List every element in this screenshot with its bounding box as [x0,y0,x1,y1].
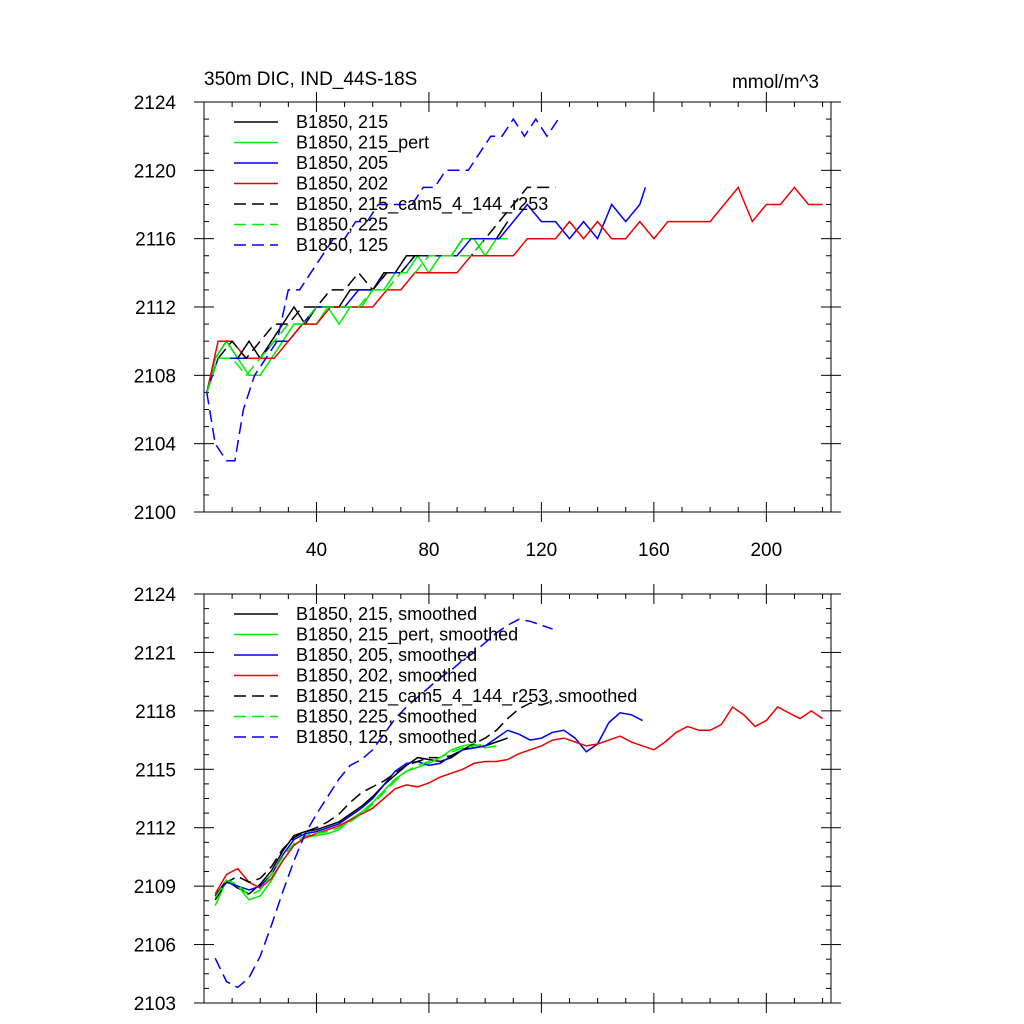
legend-label: B1850, 225, smoothed [296,707,477,727]
legend-label: B1850, 215_cam5_4_144_r253, smoothed [296,686,637,707]
legend-label: B1850, 215, smoothed [296,604,477,624]
chart-title: 350m DIC, IND_44S-18S [204,69,417,90]
y-tick-label: 2100 [134,503,176,524]
legend-label: B1850, 215 [296,112,388,132]
legend-label: B1850, 215_pert [296,133,429,154]
series-line-6 [206,117,559,462]
y-tick-label: 2109 [134,877,176,898]
legend-label: B1850, 215_pert, smoothed [296,625,518,646]
y-tick-label: 2124 [134,93,177,114]
legend-label: B1850, 125, smoothed [296,727,477,747]
series-group [206,117,823,462]
legend-label: B1850, 215_cam5_4_144_r253 [296,194,548,215]
y-tick-label: 2112 [135,819,176,840]
series-line-5 [214,743,486,899]
units-label: mmol/m^3 [732,72,819,93]
y-tick-label: 2106 [134,936,176,957]
y-tick-label: 2112 [135,298,176,319]
series-line-2 [214,711,643,897]
y-tick-label: 2118 [135,702,176,723]
legend-label: B1850, 202, smoothed [296,666,477,686]
y-tick-label: 2108 [134,366,176,387]
legend-label: B1850, 205, smoothed [296,645,477,665]
x-tick-label: 80 [418,540,439,561]
y-tick-label: 2116 [135,230,176,251]
series-line-0 [214,737,508,897]
x-tick-label: 160 [638,540,670,561]
y-tick-label: 2124 [134,585,177,606]
x-tick-label: 200 [750,540,782,561]
x-tick-label: 40 [306,540,327,561]
panel-top: 2100 2104 2108 2112 2116 2120 2124 40 80 120 160 20… [134,92,841,561]
y-tick-label: 2104 [134,435,177,456]
legend-label: B1850, 205 [296,153,388,173]
series-line-3 [206,185,823,393]
panel-bottom: 2103 2106 2109 2112 2115 2118 2121 2124 B1850, 2… [134,584,841,1015]
series-line-4 [214,700,559,901]
y-tick-label: 2103 [134,994,176,1015]
series-line-6 [214,618,553,989]
legend-label: B1850, 202 [296,174,388,194]
x-tick-label: 120 [526,540,558,561]
series-line-2 [206,187,647,393]
legend-label: B1850, 225 [296,215,388,235]
series-group [214,618,824,989]
y-tick-label: 2121 [134,643,176,664]
legend-label: B1850, 125 [296,235,388,255]
y-tick-label: 2120 [134,161,176,182]
series-line-5 [206,238,486,393]
y-tick-label: 2115 [135,760,176,781]
series-line-1 [214,743,497,906]
